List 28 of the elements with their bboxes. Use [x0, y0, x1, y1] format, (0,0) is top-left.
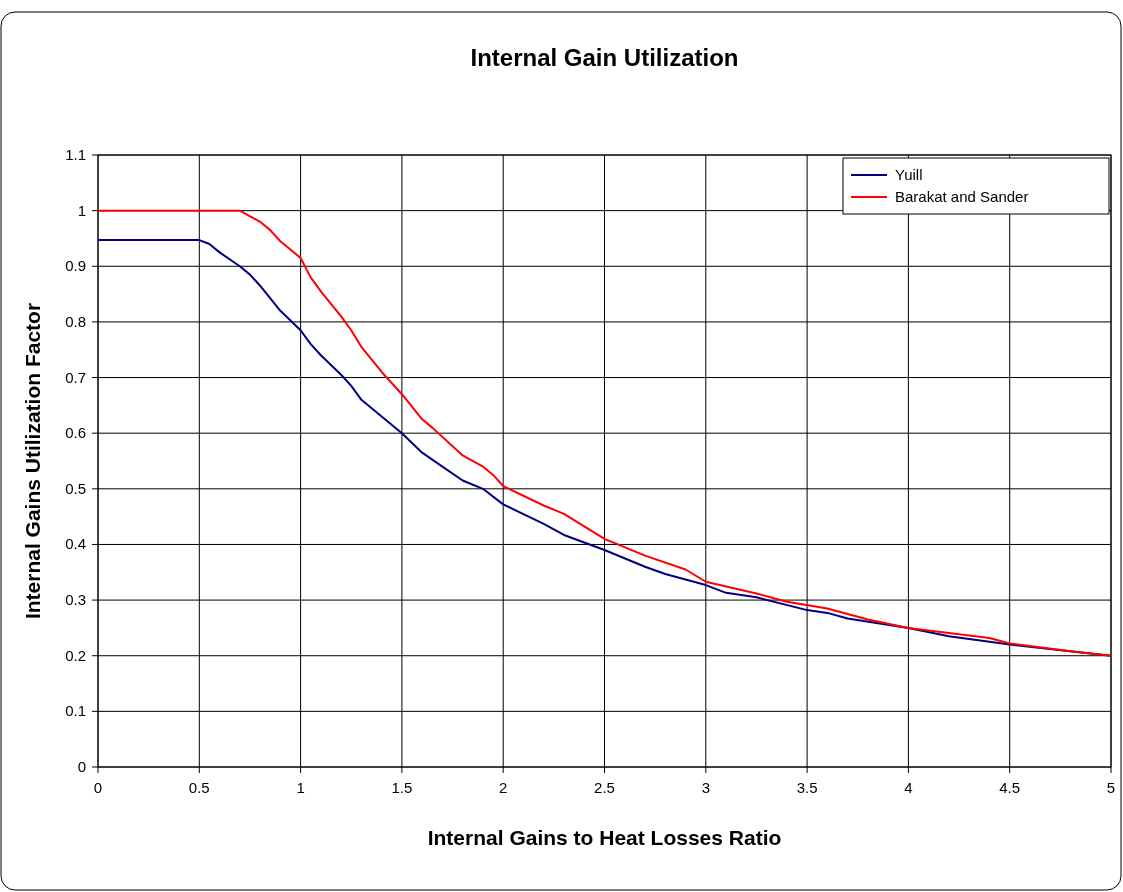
- y-axis-title: Internal Gains Utilization Factor: [21, 302, 44, 620]
- y-tick-label: 1: [77, 201, 86, 219]
- y-tick-label: 0.7: [65, 368, 86, 386]
- y-tick-label: 0.2: [65, 646, 86, 664]
- x-tick-label: 3.5: [796, 779, 818, 796]
- x-tick-label: 3: [701, 779, 710, 796]
- y-tick-label: 0.3: [65, 591, 86, 609]
- y-tick-label: 0.5: [65, 479, 86, 497]
- x-axis-title: Internal Gains to Heat Losses Ratio: [427, 826, 782, 849]
- chart-title: Internal Gain Utilization: [470, 44, 739, 71]
- x-tick-label: 2.5: [594, 779, 615, 796]
- x-tick-label: 4.5: [999, 779, 1021, 796]
- x-tick-label: 1: [296, 779, 305, 796]
- y-tick-label: 0.9: [65, 257, 86, 275]
- x-tick-label: 2: [499, 779, 508, 796]
- x-tick-label: 5: [1106, 779, 1116, 796]
- y-tick-label: 0: [77, 758, 86, 775]
- x-tick-label: 0: [93, 779, 103, 796]
- y-tick-label: 0.4: [65, 535, 86, 553]
- x-tick-label: 4: [904, 779, 913, 796]
- x-tick-label: 0.5: [188, 779, 210, 796]
- y-tick-label: 0.6: [65, 424, 86, 442]
- y-tick-label: 0.8: [65, 312, 86, 330]
- legend-label: Barakat and Sander: [895, 188, 1029, 205]
- y-tick-label: 1.1: [65, 146, 86, 163]
- legend-label: Yuill: [895, 166, 923, 183]
- y-tick-label: 0.1: [65, 702, 86, 720]
- x-tick-label: 1.5: [391, 779, 413, 796]
